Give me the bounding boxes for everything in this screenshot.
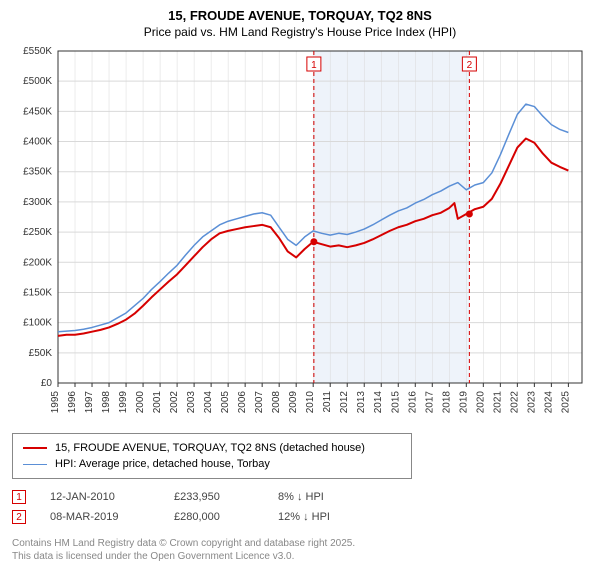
svg-text:1997: 1997 xyxy=(84,391,95,414)
chart-title-subtitle: Price paid vs. HM Land Registry's House … xyxy=(12,25,588,39)
svg-text:£200K: £200K xyxy=(23,257,52,268)
svg-text:2017: 2017 xyxy=(424,391,435,414)
svg-text:£0: £0 xyxy=(41,378,53,389)
svg-text:2010: 2010 xyxy=(305,391,316,414)
sale-row: 1 12-JAN-2010 £233,950 8% ↓ HPI xyxy=(12,487,588,507)
sale-price: £233,950 xyxy=(174,491,254,503)
svg-text:£350K: £350K xyxy=(23,167,52,178)
svg-text:1999: 1999 xyxy=(118,391,129,414)
svg-text:2005: 2005 xyxy=(220,391,231,414)
sale-diff: 8% ↓ HPI xyxy=(278,491,378,503)
chart-title-block: 15, FROUDE AVENUE, TORQUAY, TQ2 8NS Pric… xyxy=(12,8,588,39)
sales-table: 1 12-JAN-2010 £233,950 8% ↓ HPI 2 08-MAR-2019… xyxy=(12,487,588,527)
svg-text:2019: 2019 xyxy=(458,391,469,414)
svg-text:2014: 2014 xyxy=(373,391,384,414)
svg-text:£100K: £100K xyxy=(23,318,52,329)
footer-line-1: Contains HM Land Registry data © Crown c… xyxy=(12,537,588,550)
svg-text:2007: 2007 xyxy=(254,391,265,414)
svg-text:2003: 2003 xyxy=(186,391,197,414)
footer-line-2: This data is licensed under the Open Gov… xyxy=(12,550,588,563)
sale-date: 08-MAR-2019 xyxy=(50,511,150,523)
price-chart: £0 £50K £100K £150K £200K £250K £300K £350K £400… xyxy=(12,47,588,427)
svg-text:1995: 1995 xyxy=(50,391,61,414)
svg-text:2015: 2015 xyxy=(390,391,401,414)
svg-text:£50K: £50K xyxy=(29,348,53,359)
svg-text:2006: 2006 xyxy=(237,391,248,414)
svg-text:2002: 2002 xyxy=(169,391,180,414)
svg-text:2: 2 xyxy=(467,60,473,71)
attribution-footer: Contains HM Land Registry data © Crown c… xyxy=(12,537,588,563)
svg-text:2018: 2018 xyxy=(441,391,452,414)
svg-text:£300K: £300K xyxy=(23,197,52,208)
sale-marker: 2 xyxy=(12,510,26,524)
svg-text:2021: 2021 xyxy=(492,391,503,414)
svg-text:2023: 2023 xyxy=(526,391,537,414)
sale-row: 2 08-MAR-2019 £280,000 12% ↓ HPI xyxy=(12,507,588,527)
svg-text:1: 1 xyxy=(311,60,317,71)
chart-title-address: 15, FROUDE AVENUE, TORQUAY, TQ2 8NS xyxy=(12,8,588,23)
svg-text:2013: 2013 xyxy=(356,391,367,414)
legend-label: HPI: Average price, detached house, Torb… xyxy=(55,458,270,470)
svg-text:2024: 2024 xyxy=(543,391,554,414)
legend: 15, FROUDE AVENUE, TORQUAY, TQ2 8NS (det… xyxy=(12,433,412,479)
legend-item: 15, FROUDE AVENUE, TORQUAY, TQ2 8NS (det… xyxy=(23,440,401,456)
legend-label: 15, FROUDE AVENUE, TORQUAY, TQ2 8NS (det… xyxy=(55,442,365,454)
sale-price: £280,000 xyxy=(174,511,254,523)
svg-text:£150K: £150K xyxy=(23,287,52,298)
svg-text:£450K: £450K xyxy=(23,106,52,117)
sale-diff: 12% ↓ HPI xyxy=(278,511,378,523)
svg-text:1998: 1998 xyxy=(101,391,112,414)
sale-date: 12-JAN-2010 xyxy=(50,491,150,503)
svg-text:£400K: £400K xyxy=(23,137,52,148)
svg-text:£250K: £250K xyxy=(23,227,52,238)
svg-text:2016: 2016 xyxy=(407,391,418,414)
svg-text:2008: 2008 xyxy=(271,391,282,414)
svg-text:2001: 2001 xyxy=(152,391,163,414)
svg-text:2020: 2020 xyxy=(475,391,486,414)
legend-item: HPI: Average price, detached house, Torb… xyxy=(23,456,401,472)
svg-text:2011: 2011 xyxy=(322,391,333,413)
svg-text:1996: 1996 xyxy=(67,391,78,414)
svg-text:£500K: £500K xyxy=(23,76,52,87)
svg-text:2022: 2022 xyxy=(509,391,520,414)
svg-text:£550K: £550K xyxy=(23,47,52,57)
svg-text:2009: 2009 xyxy=(288,391,299,414)
sale-marker: 1 xyxy=(12,490,26,504)
svg-text:2025: 2025 xyxy=(560,391,571,414)
legend-swatch xyxy=(23,464,47,465)
svg-text:2012: 2012 xyxy=(339,391,350,414)
svg-text:2000: 2000 xyxy=(135,391,146,414)
svg-text:2004: 2004 xyxy=(203,391,214,414)
legend-swatch xyxy=(23,447,47,449)
